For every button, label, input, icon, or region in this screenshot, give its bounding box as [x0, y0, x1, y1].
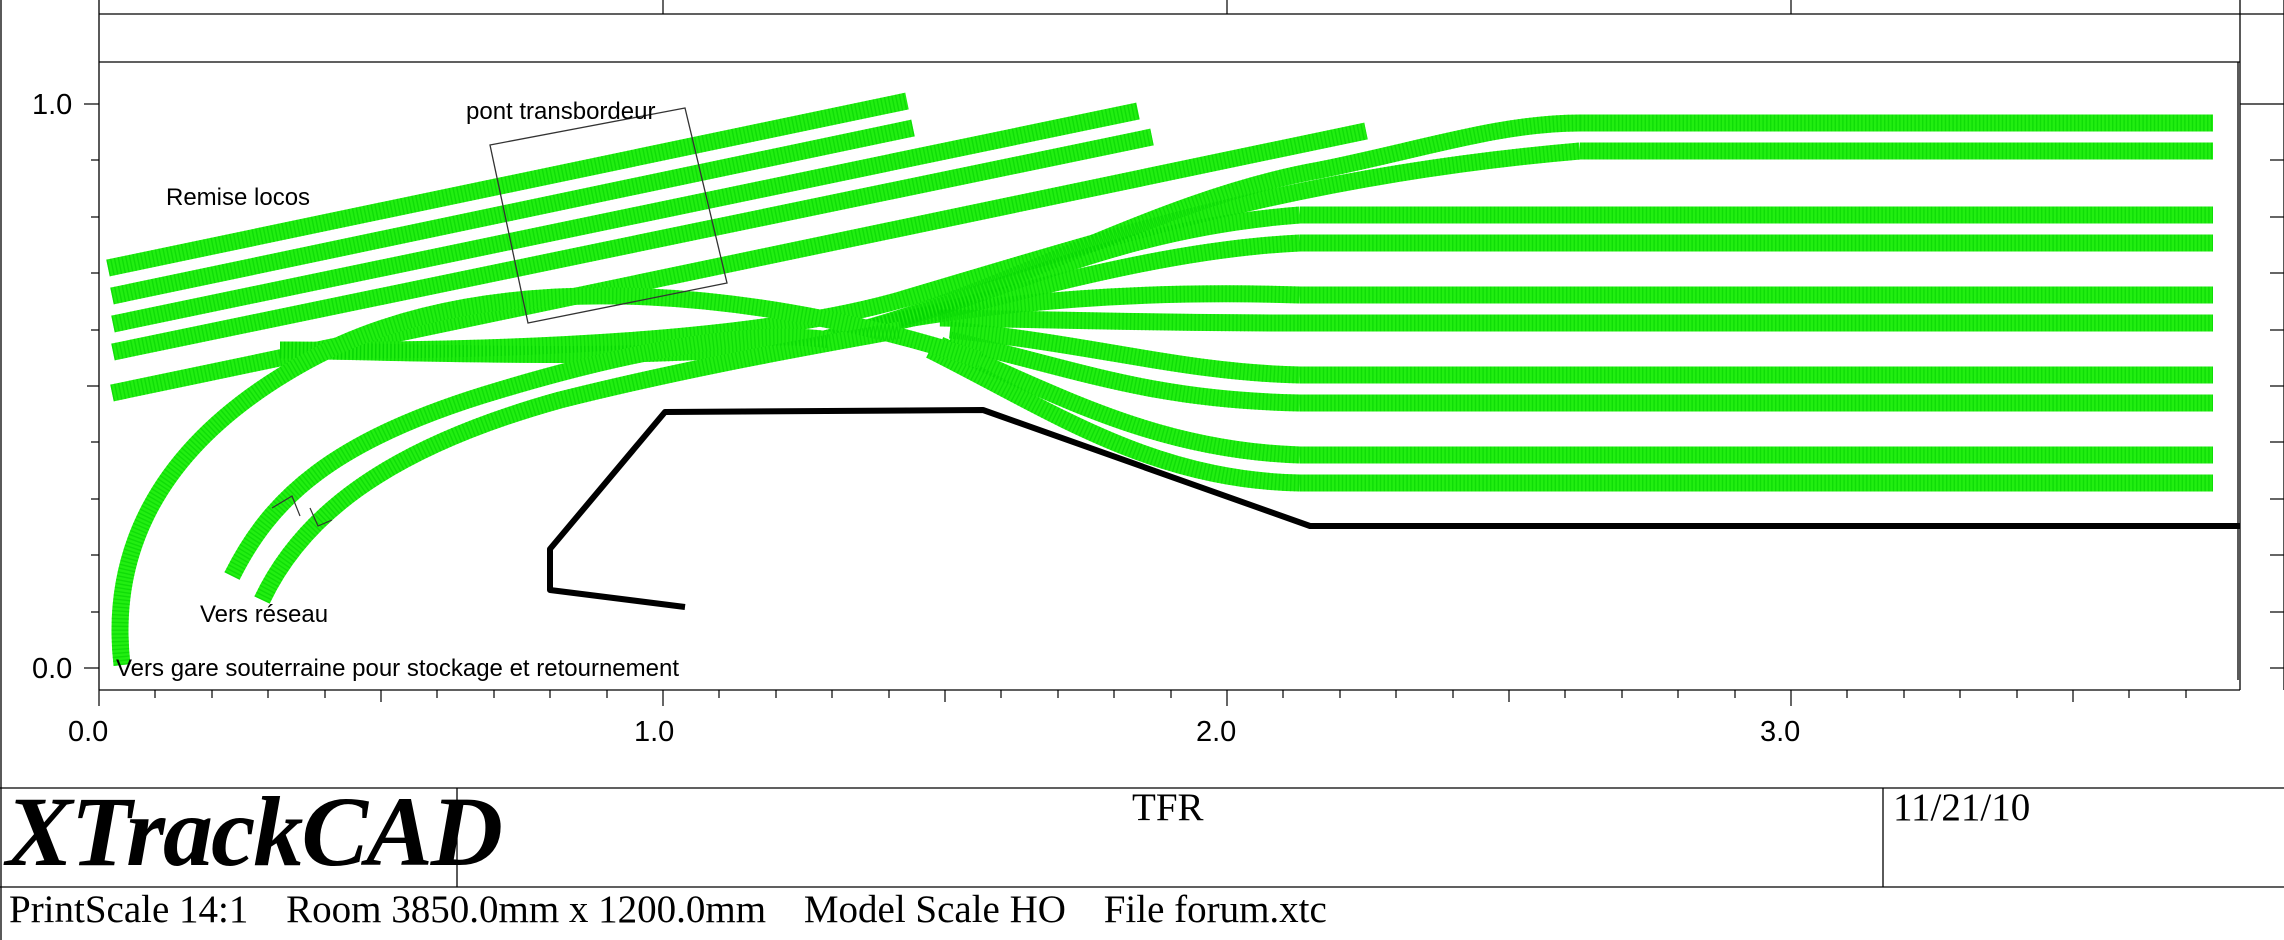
x-axis-ticks — [98, 0, 2187, 706]
x-tick-label: 3.0 — [1760, 716, 1800, 748]
y-tick-label: 1.0 — [32, 89, 72, 121]
y-tick-label: 0.0 — [32, 653, 72, 685]
benchwork-edge — [547, 407, 2240, 610]
plot-frame — [98, 0, 2284, 691]
print-scale: PrintScale 14:1 — [9, 888, 249, 931]
ladder-tracks[interactable] — [279, 114, 1581, 492]
yard-tracks[interactable] — [1300, 114, 2213, 492]
direction-marker — [271, 495, 333, 527]
x-tick-label: 1.0 — [634, 716, 674, 748]
y-axis-ticks — [84, 103, 2284, 669]
track-plan[interactable] — [106, 92, 2213, 666]
x-tick-label: 0.0 — [68, 716, 108, 748]
status-bar: PrintScale 14:1 Room 3850.0mm x 1200.0mm… — [9, 890, 1355, 930]
to-network-label: Vers réseau — [200, 601, 328, 628]
transfer-table-label: pont transbordeur — [466, 98, 655, 125]
file-name: File forum.xtc — [1103, 888, 1327, 931]
x-tick-label: 2.0 — [1196, 716, 1236, 748]
transfer-table-outline[interactable] — [489, 107, 728, 324]
approach-curves[interactable] — [111, 287, 983, 666]
drawing-title: TFR — [1132, 786, 1204, 829]
to-underground-label: Vers gare souterraine pour stockage et r… — [116, 655, 679, 682]
room-size: Room 3850.0mm x 1200.0mm — [286, 888, 767, 931]
drawing-date: 11/21/10 — [1893, 786, 2031, 829]
model-scale: Model Scale HO — [803, 888, 1066, 931]
xtrackcad-logo: XTrackCAD — [6, 776, 503, 887]
engine-shed-label: Remise locos — [166, 184, 310, 211]
